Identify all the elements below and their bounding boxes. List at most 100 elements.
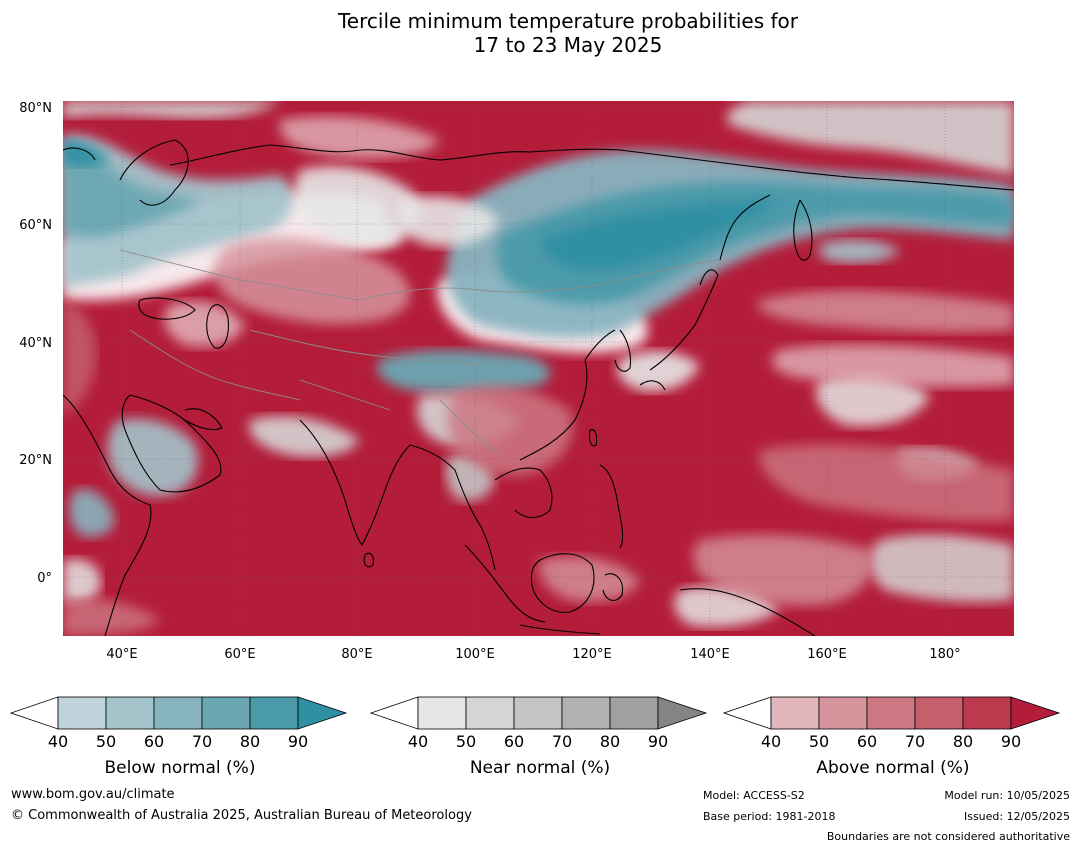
lat-label-0: 0° xyxy=(37,571,52,586)
title-line-2: 17 to 23 May 2025 xyxy=(473,33,663,57)
probability-region xyxy=(540,200,780,270)
probability-region xyxy=(771,344,1014,388)
lon-label-80e: 80°E xyxy=(341,647,372,662)
colorbar-extend-low xyxy=(370,696,419,730)
cb-above-tick-90: 90 xyxy=(1000,732,1022,751)
colorbar-extend-low xyxy=(10,696,59,730)
colorbar-below-label: Below normal (%) xyxy=(104,758,256,778)
chart-title: Tercile minimum temperature probabilitie… xyxy=(0,9,1081,57)
lat-label-60n: 60°N xyxy=(19,218,52,233)
colorbar-swatch xyxy=(561,696,611,730)
colorbar-below-ticks: 40 50 60 70 80 90 xyxy=(10,732,350,752)
boundaries-disclaimer: Boundaries are not considered authoritat… xyxy=(826,830,1070,843)
colorbar-above-swatches xyxy=(723,696,1061,730)
cb-below-tick-90: 90 xyxy=(287,732,309,751)
probability-region xyxy=(294,166,421,247)
lon-label-160e: 160°E xyxy=(807,647,847,662)
country-border xyxy=(299,379,391,411)
coastline xyxy=(63,147,96,161)
coastline xyxy=(679,588,816,636)
cb-near-tick-50: 50 xyxy=(455,732,477,751)
country-border xyxy=(129,329,301,401)
colorbar-swatch xyxy=(609,696,659,730)
issued-text: Issued: 12/05/2025 xyxy=(963,810,1070,823)
probability-region xyxy=(398,196,500,247)
coastline xyxy=(719,194,771,261)
colorbar-below-normal: 40 50 60 70 80 90 Below normal (%) xyxy=(10,694,350,784)
colorbar-extend-high xyxy=(297,696,348,730)
probability-region xyxy=(617,350,700,392)
lon-label-140e: 140°E xyxy=(690,647,730,662)
probability-region xyxy=(497,181,1014,305)
colorbar-near-ticks: 40 50 60 70 80 90 xyxy=(370,732,710,752)
title-line-1: Tercile minimum temperature probabilitie… xyxy=(337,9,799,33)
colorbar-swatch xyxy=(818,696,868,730)
colorbar-near-label: Near normal (%) xyxy=(469,758,611,778)
probability-region xyxy=(869,534,1014,602)
country-border xyxy=(249,329,481,366)
coastline xyxy=(793,199,813,261)
cb-near-tick-90: 90 xyxy=(647,732,669,751)
cb-above-tick-60: 60 xyxy=(856,732,878,751)
coastline xyxy=(494,467,553,519)
colorbar-near-swatches xyxy=(370,696,708,730)
coastline xyxy=(588,429,598,447)
probability-region xyxy=(376,350,551,394)
cb-below-tick-70: 70 xyxy=(191,732,213,751)
coastline xyxy=(363,552,374,568)
colorbar-swatch xyxy=(105,696,155,730)
colorbar-above-ticks: 40 50 60 70 80 90 xyxy=(723,732,1063,752)
cb-below-tick-80: 80 xyxy=(239,732,261,751)
colorbar-swatch xyxy=(866,696,916,730)
cb-near-tick-60: 60 xyxy=(503,732,525,751)
coastline xyxy=(63,394,152,636)
country-border xyxy=(439,399,501,456)
lon-label-60e: 60°E xyxy=(224,647,255,662)
colorbar-near-normal: 40 50 60 70 80 90 Near normal (%) xyxy=(370,694,710,784)
coastline xyxy=(184,408,223,431)
coastline xyxy=(121,394,222,493)
coastline xyxy=(299,419,411,546)
probability-region xyxy=(726,101,1014,175)
probability-map: 80°N 60°N 40°N 20°N 0° 40°E 60°E 80°E 10… xyxy=(19,101,1014,662)
longitude-labels: 40°E 60°E 80°E 100°E 120°E 140°E 160°E 1… xyxy=(106,647,960,662)
lon-label-180: 180° xyxy=(929,647,960,662)
coastline xyxy=(409,444,496,571)
coastline xyxy=(169,144,1014,191)
coastline xyxy=(599,464,624,549)
latitude-labels: 80°N 60°N 40°N 20°N 0° xyxy=(19,101,52,586)
country-border xyxy=(119,249,361,301)
coastline xyxy=(138,297,196,320)
colorbar-extend-high xyxy=(1010,696,1061,730)
probability-region xyxy=(63,559,101,603)
cb-below-tick-40: 40 xyxy=(47,732,69,751)
probability-region xyxy=(63,140,110,167)
colorbar-swatch xyxy=(962,696,1012,730)
coastline xyxy=(602,573,624,601)
country-border xyxy=(359,284,601,301)
colorbar-extend-high xyxy=(657,696,708,730)
coastline xyxy=(519,624,601,635)
probability-region xyxy=(758,290,1014,333)
model-run-text: Model run: 10/05/2025 xyxy=(944,789,1070,802)
colorbar-above-label: Above normal (%) xyxy=(816,758,970,778)
colorbar-above-normal: 40 50 60 70 80 90 Above normal (%) xyxy=(723,694,1063,784)
probability-region xyxy=(759,444,1014,522)
probability-region xyxy=(693,534,873,606)
lat-label-80n: 80°N xyxy=(19,101,52,116)
cb-above-tick-40: 40 xyxy=(760,732,782,751)
cb-below-tick-50: 50 xyxy=(95,732,117,751)
coastline xyxy=(530,553,595,613)
cb-near-tick-80: 80 xyxy=(599,732,621,751)
probability-region xyxy=(249,416,360,457)
probability-region xyxy=(63,598,160,636)
probability-region xyxy=(538,556,640,602)
copyright-text: © Commonwealth of Australia 2025, Austra… xyxy=(11,808,472,823)
colorbar-swatch xyxy=(465,696,515,730)
colorbar-extend-low xyxy=(723,696,772,730)
coastline xyxy=(639,380,666,391)
base-period-text: Base period: 1981-2018 xyxy=(703,810,836,823)
cb-below-tick-60: 60 xyxy=(143,732,165,751)
website-link[interactable]: www.bom.gov.au/climate xyxy=(11,787,175,802)
colorbar-below-swatches xyxy=(10,696,348,730)
